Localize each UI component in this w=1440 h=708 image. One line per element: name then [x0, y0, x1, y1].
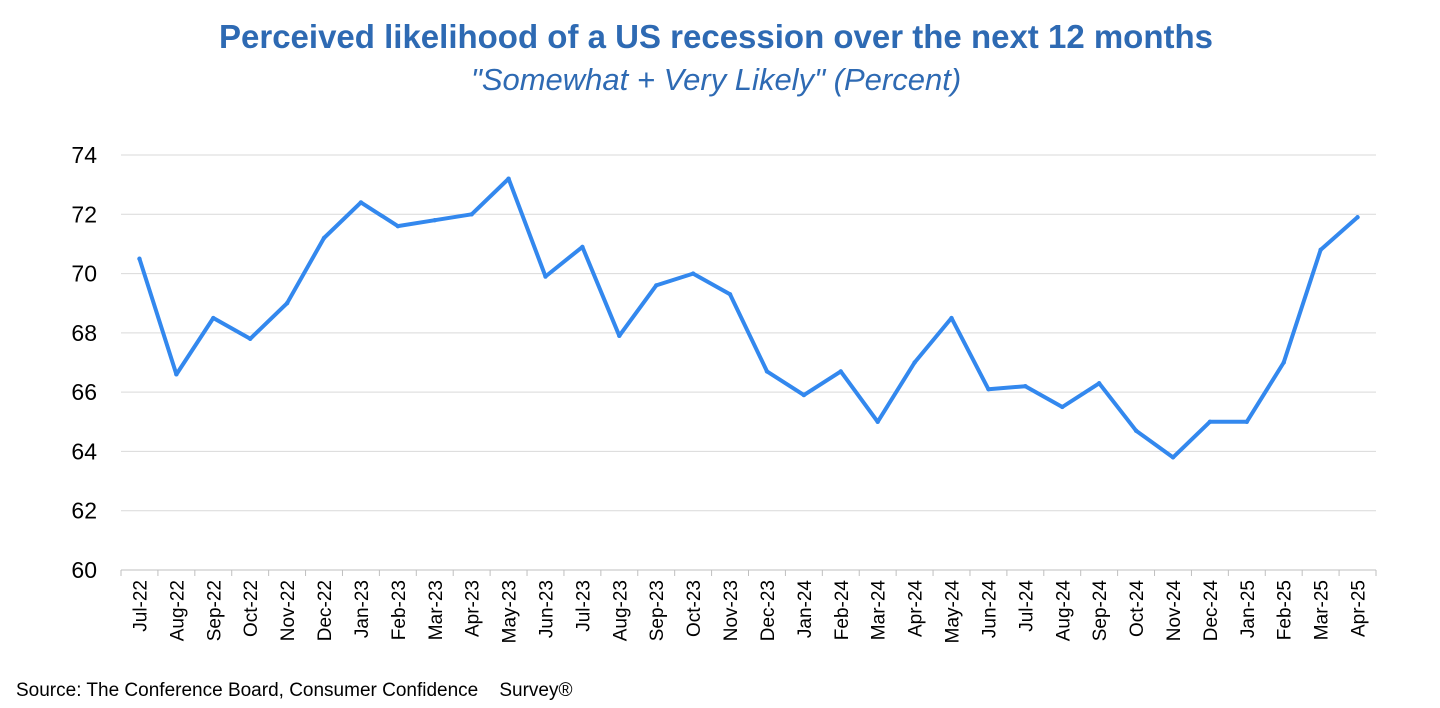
series-line — [137, 176, 1360, 460]
x-tick-label: Apr-24 — [906, 580, 927, 637]
x-tick-label: Aug-24 — [1053, 580, 1074, 642]
data-point — [1244, 419, 1250, 424]
x-tick-label: Oct-24 — [1127, 580, 1148, 637]
data-point — [617, 333, 622, 339]
y-tick-label: 60 — [71, 557, 97, 583]
data-point — [1355, 215, 1360, 220]
y-tick-label: 72 — [71, 201, 97, 227]
data-point — [137, 256, 142, 261]
data-point — [986, 386, 991, 392]
chart-subtitle: "Somewhat + Very Likely" (Percent) — [470, 62, 962, 97]
x-tick-label: Dec-24 — [1201, 580, 1222, 642]
data-point — [174, 372, 179, 377]
source-note: Source: The Conference Board, Consumer C… — [16, 680, 573, 701]
series-layer — [137, 176, 1360, 460]
x-tick-label: Jul-22 — [130, 580, 151, 632]
x-tick-label: Dec-23 — [758, 580, 779, 641]
chart-title: Perceived likelihood of a US recession o… — [219, 18, 1213, 55]
x-tick-label: May-23 — [500, 580, 521, 643]
x-axis: Jul-22 Aug-22 Sep-22 Oct-22 Nov-22 Dec-22 Jan-… — [120, 569, 1377, 644]
y-tick-label: 74 — [71, 142, 97, 168]
data-point — [764, 369, 770, 374]
x-tick-label: Jan-24 — [795, 580, 816, 639]
data-point — [801, 392, 807, 398]
data-point — [690, 271, 696, 276]
y-tick-label: 64 — [71, 438, 97, 464]
x-tick-label: Sep-22 — [204, 580, 225, 641]
x-tick-label: Dec-22 — [315, 580, 336, 641]
data-point — [1060, 404, 1065, 410]
data-point — [875, 419, 880, 424]
x-tick-label: Jun-24 — [979, 580, 1000, 639]
x-tick-label: Mar-24 — [869, 580, 890, 641]
x-tick-label: Oct-22 — [241, 580, 262, 637]
x-tick-label: Nov-22 — [278, 580, 299, 641]
data-point — [506, 176, 511, 181]
x-tick-label: Mar-23 — [426, 580, 447, 640]
data-point — [1170, 455, 1176, 460]
data-point — [949, 315, 954, 321]
x-tick-label: Sep-23 — [647, 580, 668, 641]
x-tick-label: Jun-23 — [536, 580, 557, 638]
data-point — [247, 336, 253, 341]
x-tick-label: Jul-23 — [573, 580, 594, 632]
y-axis: 60 62 64 66 68 70 72 74 — [71, 142, 97, 583]
x-tick-label: Aug-22 — [167, 580, 188, 641]
data-point — [543, 274, 548, 279]
data-point — [358, 200, 364, 205]
y-tick-label: 62 — [71, 498, 97, 524]
x-tick-label: Oct-23 — [684, 580, 705, 637]
data-point — [654, 283, 659, 288]
x-tick-label: May-24 — [943, 580, 964, 644]
x-tick-label: Feb-23 — [389, 580, 410, 640]
data-point — [1318, 247, 1323, 253]
x-tick-label: Jan-23 — [352, 580, 373, 638]
x-tick-label: Nov-24 — [1164, 580, 1185, 642]
data-point — [1023, 384, 1028, 389]
data-point — [211, 315, 216, 321]
y-tick-label: 66 — [71, 379, 97, 405]
x-tick-label: Sep-24 — [1090, 580, 1111, 642]
x-tick-label: Jan-25 — [1238, 580, 1259, 638]
x-tick-label: Nov-23 — [721, 580, 742, 641]
data-point — [912, 360, 917, 365]
x-tick-label: Apr-25 — [1349, 580, 1370, 637]
data-point — [469, 212, 474, 217]
y-tick-label: 68 — [71, 320, 97, 346]
gridlines — [121, 154, 1376, 512]
data-point — [838, 369, 843, 374]
x-tick-label: Feb-25 — [1275, 580, 1296, 640]
x-tick-label: Jul-24 — [1016, 580, 1037, 632]
y-tick-label: 70 — [71, 261, 97, 287]
x-tick-label: Mar-25 — [1312, 580, 1333, 640]
data-point — [432, 218, 437, 223]
data-point — [727, 292, 733, 297]
x-tick-label: Feb-24 — [832, 580, 853, 641]
data-point — [1133, 428, 1139, 433]
x-tick-label: Apr-23 — [463, 580, 484, 637]
x-tick-label: Aug-23 — [610, 580, 631, 641]
data-point — [395, 223, 401, 229]
data-point — [321, 235, 327, 241]
data-point — [1096, 381, 1102, 386]
data-point — [1281, 360, 1286, 365]
data-point — [1207, 419, 1213, 424]
data-point — [284, 301, 290, 306]
data-point — [580, 244, 585, 250]
